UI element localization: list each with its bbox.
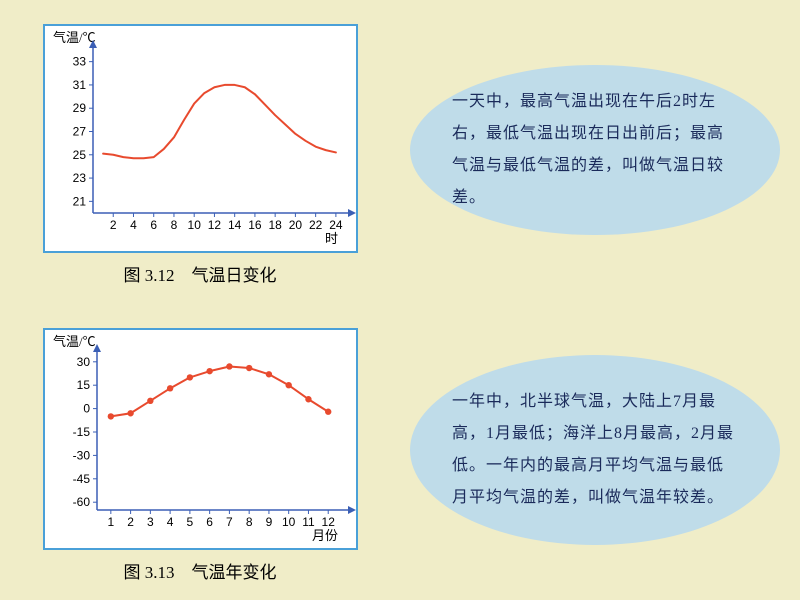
svg-text:气温/℃: 气温/℃: [53, 30, 96, 45]
svg-text:11: 11: [302, 515, 315, 529]
svg-text:30: 30: [76, 354, 90, 368]
svg-text:33: 33: [72, 55, 86, 69]
svg-text:25: 25: [72, 148, 86, 162]
svg-text:-30: -30: [72, 448, 90, 462]
svg-text:10: 10: [187, 218, 201, 232]
svg-text:4: 4: [166, 515, 173, 529]
daily-temp-chart: 气温/℃2123252729313324681012141618202224时: [43, 24, 358, 253]
annual-range-bubble: 一年中，北半球气温，大陆上7月最高，1月最低；海洋上8月最高，2月最低。一年内的…: [410, 355, 780, 545]
svg-text:气温/℃: 气温/℃: [53, 334, 96, 349]
svg-text:8: 8: [170, 218, 177, 232]
svg-text:2: 2: [109, 218, 116, 232]
svg-text:18: 18: [268, 218, 282, 232]
svg-text:0: 0: [83, 401, 90, 415]
svg-text:-60: -60: [72, 495, 90, 509]
svg-text:5: 5: [186, 515, 193, 529]
svg-text:27: 27: [72, 125, 86, 139]
bubble1-text: 一天中，最高气温出现在午后2时左右，最低气温出现在日出前后；最高气温与最低气温的…: [452, 86, 738, 214]
svg-text:-45: -45: [72, 471, 90, 485]
svg-text:16: 16: [248, 218, 262, 232]
bubble2-text: 一年中，北半球气温，大陆上7月最高，1月最低；海洋上8月最高，2月最低。一年内的…: [452, 386, 738, 514]
svg-text:月份: 月份: [311, 528, 337, 543]
daily-range-bubble: 一天中，最高气温出现在午后2时左右，最低气温出现在日出前后；最高气温与最低气温的…: [410, 65, 780, 235]
svg-text:1: 1: [107, 515, 114, 529]
svg-text:6: 6: [150, 218, 157, 232]
svg-text:9: 9: [265, 515, 272, 529]
svg-text:24: 24: [329, 218, 343, 232]
chart1-caption: 图 3.12 气温日变化: [124, 261, 277, 286]
svg-text:4: 4: [130, 218, 137, 232]
svg-text:22: 22: [308, 218, 322, 232]
svg-text:12: 12: [321, 515, 335, 529]
svg-text:15: 15: [76, 378, 90, 392]
svg-text:29: 29: [72, 101, 86, 115]
svg-text:21: 21: [72, 194, 86, 208]
svg-text:时: 时: [324, 231, 337, 246]
svg-text:12: 12: [207, 218, 221, 232]
chart2-caption: 图 3.13 气温年变化: [124, 558, 277, 583]
svg-text:2: 2: [127, 515, 134, 529]
annual-temp-chart: 气温/℃-60-45-30-1501530123456789101112月份: [43, 328, 358, 550]
svg-text:31: 31: [72, 78, 86, 92]
svg-text:14: 14: [228, 218, 242, 232]
svg-text:20: 20: [288, 218, 302, 232]
svg-text:6: 6: [206, 515, 213, 529]
svg-text:-15: -15: [72, 425, 90, 439]
svg-text:23: 23: [72, 171, 86, 185]
svg-text:8: 8: [245, 515, 252, 529]
svg-text:3: 3: [147, 515, 154, 529]
svg-text:7: 7: [226, 515, 233, 529]
svg-text:10: 10: [282, 515, 296, 529]
